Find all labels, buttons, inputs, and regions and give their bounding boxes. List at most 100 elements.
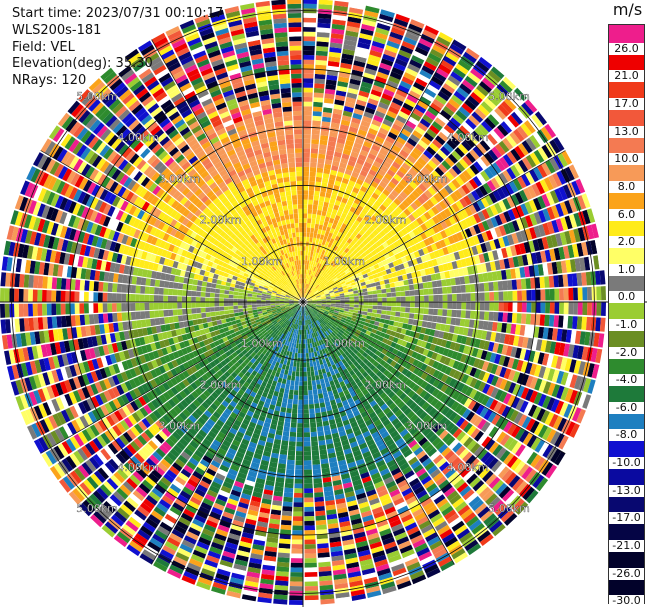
velocity-gate [365,189,374,196]
velocity-gate [303,395,309,400]
velocity-gate [429,329,436,337]
velocity-gate [289,436,296,442]
velocity-gate [368,275,374,280]
velocity-gate [563,302,569,315]
velocity-gate [505,323,512,334]
velocity-gate [316,299,322,301]
velocity-gate [289,581,303,587]
velocity-gate [437,287,443,295]
velocity-gate [514,87,527,101]
velocity-gate [319,254,324,260]
velocity-gate [521,173,531,187]
velocity-gate [387,181,397,190]
velocity-gate [316,298,322,300]
velocity-gate [370,164,380,173]
velocity-gate [421,180,431,189]
velocity-gate [366,211,373,219]
velocity-gate [494,260,501,271]
velocity-gate [303,208,308,214]
velocity-gate [313,282,317,287]
velocity-gate [346,184,354,191]
velocity-gate [416,42,431,52]
velocity-gate [373,253,380,260]
velocity-gate [525,154,537,168]
velocity-gate [375,281,381,286]
velocity-gate [420,192,430,202]
velocity-gate [436,316,443,323]
velocity-gate [307,298,312,301]
velocity-gate [496,322,503,333]
velocity-gate [568,287,574,301]
velocity-gate [484,292,490,301]
velocity-gate [548,314,555,327]
velocity-gate [527,185,537,199]
velocity-gate [286,408,292,414]
velocity-gate [572,243,579,258]
velocity-gate [545,340,552,353]
velocity-gate [427,186,437,196]
velocity-gate [493,87,507,100]
velocity-gate [461,302,467,310]
velocity-gate [303,31,316,37]
velocity-gate [316,426,324,432]
velocity-gate [303,73,314,79]
velocity-gate [290,562,303,568]
velocity-gate [347,16,362,24]
velocity-gate [383,88,395,97]
velocity-gate [379,97,391,106]
velocity-gate [549,288,555,301]
velocity-gate [315,506,325,512]
velocity-gate [480,197,490,208]
velocity-gate [369,196,377,204]
velocity-gate [409,313,415,319]
velocity-gate [307,299,312,301]
velocity-gate [321,210,327,217]
velocity-gate [329,272,334,277]
velocity-gate [317,430,325,437]
velocity-gate [564,200,573,214]
velocity-gate [366,102,377,111]
velocity-gate [344,101,355,109]
velocity-gate [426,245,434,253]
velocity-gate [298,390,303,396]
velocity-gate [361,23,375,32]
velocity-gate [438,302,443,309]
velocity-gate [394,119,405,128]
velocity-gate [405,329,412,336]
velocity-gate [324,98,334,104]
velocity-gate [363,255,370,261]
velocity-gate [440,323,446,332]
velocity-gate [438,331,445,339]
velocity-gate [296,441,303,447]
velocity-gate [344,269,350,274]
velocity-gate [388,277,395,284]
velocity-gate [411,189,421,199]
velocity-gate [349,2,365,10]
velocity-gate [456,231,464,241]
velocity-gate [313,290,318,294]
velocity-gate [516,218,525,231]
velocity-gate [517,290,523,301]
velocity-gate [352,146,361,154]
velocity-gate [448,225,456,235]
velocity-gate [458,268,464,277]
velocity-gate [440,59,454,71]
velocity-gate [304,595,319,601]
velocity-gate [390,201,398,210]
velocity-gate [318,248,323,254]
velocity-gate [468,319,475,328]
velocity-gate [311,296,316,299]
velocity-gate [503,223,511,235]
velocity-gate [322,260,327,266]
velocity-gate [529,134,541,149]
velocity-gate [324,274,330,279]
velocity-gate [305,348,309,354]
velocity-gate [391,67,404,76]
velocity-gate [336,85,348,92]
velocity-gate [320,186,327,193]
velocity-gate [433,71,447,83]
velocity-gate [579,257,586,272]
velocity-gate [360,28,374,36]
velocity-gate [316,209,322,216]
velocity-gate [554,342,561,355]
